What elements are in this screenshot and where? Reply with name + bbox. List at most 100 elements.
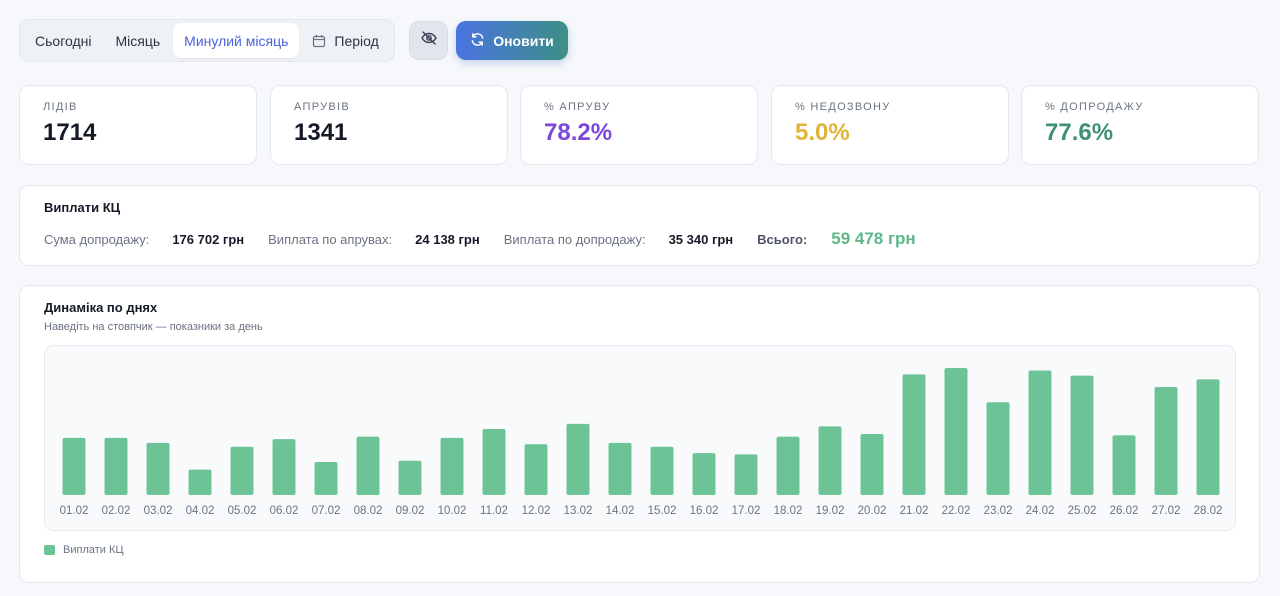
refresh-button[interactable]: Оновити	[456, 21, 568, 60]
x-tick-label: 17.02	[732, 505, 761, 517]
x-tick-label: 20.02	[858, 505, 887, 517]
dynamics-card: Динаміка по днях Наведіть на стовпчик — …	[19, 285, 1260, 583]
hide-values-button[interactable]	[409, 21, 448, 60]
stat-card-approve-rate: % апруву 78.2%	[520, 85, 758, 165]
period-selector: Сьогодні Місяць Минулий місяць Період	[19, 19, 395, 62]
refresh-icon	[470, 32, 485, 50]
bar-chart-svg: 01.02 02.02 03.02 04.02 05.02 06.02 07.02 08.02…	[60, 368, 1223, 517]
tab-period[interactable]: Період	[301, 23, 389, 58]
chart-bar[interactable]	[650, 446, 674, 495]
chart-bar[interactable]	[1028, 370, 1052, 495]
upsell-payout-value: 35 340 грн	[668, 231, 734, 247]
chart-bar[interactable]	[524, 444, 548, 495]
upsell-payout-label: Виплата по допродажу:	[503, 231, 646, 247]
x-tick-label: 13.02	[564, 505, 593, 517]
x-tick-label: 21.02	[900, 505, 929, 517]
stat-card-leads: Лідів 1714	[19, 85, 257, 165]
total-value: 59 478 грн	[831, 229, 916, 248]
chart-bar[interactable]	[272, 439, 296, 495]
legend-label: Виплати КЦ	[63, 544, 124, 556]
chart-bar[interactable]	[944, 368, 968, 495]
stat-label: % допродажу	[1045, 101, 1144, 113]
stat-label: Лідів	[43, 101, 78, 113]
dynamics-subtitle: Наведіть на стовпчик — показники за день	[44, 321, 263, 333]
chart-bar[interactable]	[818, 426, 842, 495]
chart-bar[interactable]	[608, 442, 632, 495]
total-label: Всього:	[757, 231, 808, 247]
chart-bar[interactable]	[62, 437, 86, 495]
x-tick-label: 22.02	[942, 505, 971, 517]
x-tick-label: 27.02	[1152, 505, 1181, 517]
x-tick-label: 07.02	[312, 505, 341, 517]
chart-bar[interactable]	[230, 446, 254, 495]
x-tick-label: 25.02	[1068, 505, 1097, 517]
payouts-title: Виплати КЦ	[44, 200, 121, 215]
upsell-sum-value: 176 702 грн	[172, 231, 245, 247]
chart-legend: Виплати КЦ	[44, 544, 124, 556]
chart-bar[interactable]	[482, 428, 506, 495]
stat-card-no-answer-rate: % недозвону 5.0%	[771, 85, 1009, 165]
filter-toolbar: Сьогодні Місяць Минулий місяць Період	[19, 19, 568, 62]
chart-bar[interactable]	[902, 374, 926, 495]
upsell-sum-label: Сума допродажу:	[44, 231, 150, 247]
x-tick-label: 05.02	[228, 505, 257, 517]
chart-bar[interactable]	[146, 442, 170, 495]
x-tick-label: 23.02	[984, 505, 1013, 517]
chart-bar[interactable]	[860, 434, 884, 495]
refresh-label: Оновити	[493, 32, 554, 49]
chart-bar[interactable]	[356, 436, 380, 495]
stat-value: 1714	[43, 119, 97, 146]
x-tick-label: 02.02	[102, 505, 131, 517]
stat-card-approvals: Апрувів 1341	[270, 85, 508, 165]
approve-payout-value: 24 138 грн	[415, 231, 480, 247]
x-tick-label: 19.02	[816, 505, 845, 517]
x-tick-label: 09.02	[396, 505, 425, 517]
x-tick-label: 01.02	[60, 505, 89, 517]
x-tick-label: 16.02	[690, 505, 719, 517]
chart-bar[interactable]	[188, 469, 212, 495]
x-tick-label: 18.02	[774, 505, 803, 517]
chart-bar[interactable]	[692, 453, 716, 495]
chart-bar[interactable]	[1112, 435, 1136, 495]
chart-bar[interactable]	[986, 402, 1010, 495]
payouts-row: Сума допродажу: 176 702 грн Виплата по а…	[44, 229, 916, 249]
tab-month[interactable]: Місяць	[115, 32, 161, 49]
x-tick-label: 11.02	[480, 505, 508, 517]
chart-bar[interactable]	[398, 460, 422, 495]
x-tick-label: 04.02	[186, 505, 215, 517]
bar-chart: 01.02 02.02 03.02 04.02 05.02 06.02 07.02 08.02…	[44, 345, 1236, 531]
x-tick-label: 06.02	[270, 505, 299, 517]
tab-last-month[interactable]: Минулий місяць	[173, 23, 300, 58]
chart-bar[interactable]	[1154, 387, 1178, 495]
chart-bar[interactable]	[314, 461, 338, 495]
chart-bar[interactable]	[734, 454, 758, 495]
stat-value: 77.6%	[1045, 119, 1114, 146]
x-tick-label: 03.02	[144, 505, 173, 517]
x-tick-label: 12.02	[522, 505, 551, 517]
x-tick-label: 10.02	[438, 505, 467, 517]
x-tick-label: 08.02	[354, 505, 383, 517]
tab-period-label: Період	[334, 32, 379, 49]
chart-bar[interactable]	[104, 437, 128, 495]
stat-label: % недозвону	[795, 101, 891, 113]
tab-today[interactable]: Сьогодні	[35, 32, 92, 49]
calendar-icon	[312, 34, 326, 48]
x-tick-label: 26.02	[1110, 505, 1139, 517]
chart-bar[interactable]	[566, 423, 590, 495]
payouts-card: Виплати КЦ Сума допродажу: 176 702 грн В…	[19, 185, 1260, 266]
eye-off-icon	[420, 29, 438, 52]
chart-bar[interactable]	[1070, 375, 1094, 495]
stat-card-upsell-rate: % допродажу 77.6%	[1021, 85, 1259, 165]
stat-label: % апруву	[544, 101, 611, 113]
x-tick-label: 28.02	[1194, 505, 1223, 517]
chart-bar[interactable]	[440, 437, 464, 495]
x-tick-label: 24.02	[1026, 505, 1055, 517]
stat-value: 1341	[294, 119, 348, 146]
chart-bar[interactable]	[1196, 379, 1220, 495]
chart-bar[interactable]	[776, 436, 800, 495]
x-tick-label: 15.02	[648, 505, 677, 517]
stat-value: 5.0%	[795, 119, 850, 146]
stat-label: Апрувів	[294, 101, 351, 113]
dynamics-title: Динаміка по днях	[44, 300, 158, 315]
legend-swatch	[44, 545, 55, 555]
